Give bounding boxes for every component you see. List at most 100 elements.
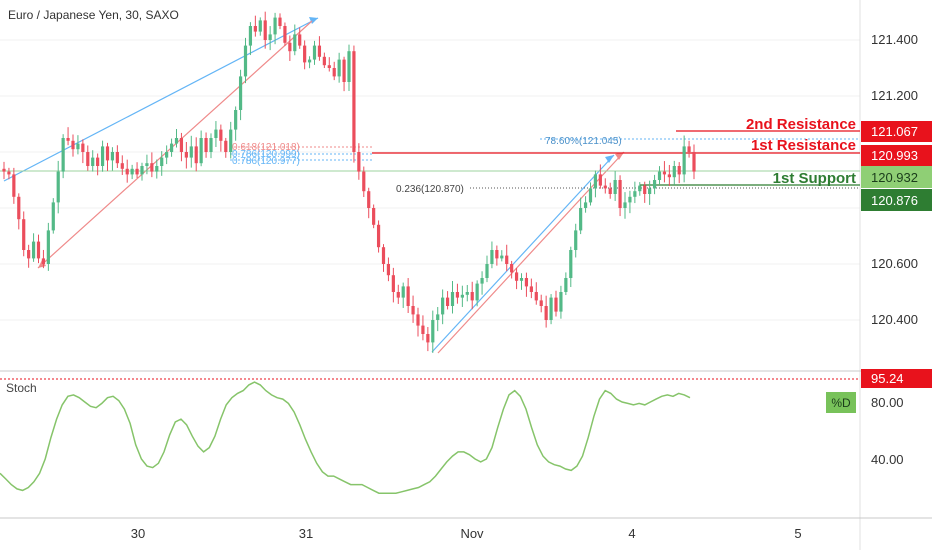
candle [554, 290, 558, 317]
candle-body [317, 45, 322, 57]
candle [189, 135, 193, 168]
candle-body [145, 163, 149, 166]
candle-body [209, 138, 213, 152]
fib-trend-line-right-blue[interactable] [431, 154, 615, 353]
candle-body [569, 250, 573, 278]
candle-body [248, 26, 253, 46]
candle-body [441, 297, 445, 315]
fib-trend-line-left-red[interactable] [37, 20, 313, 269]
candle-body [100, 146, 105, 166]
candle-body [505, 255, 509, 264]
candle [2, 161, 6, 180]
stoch-series-badge [826, 392, 856, 413]
candle [480, 271, 484, 295]
candle [56, 160, 60, 214]
second-resistance-badge [861, 121, 932, 142]
candle-body [648, 188, 652, 194]
candle [623, 192, 627, 219]
stoch-series-label: %D [831, 396, 851, 410]
candle [184, 141, 188, 169]
candle [401, 282, 405, 308]
candle-body [110, 152, 115, 161]
candle [514, 268, 519, 290]
candle [583, 196, 588, 213]
price-tick-2: 120.600 [871, 256, 918, 271]
candle [495, 245, 499, 266]
candle-body [199, 138, 203, 164]
candle [46, 222, 50, 271]
candle [519, 273, 524, 290]
last-price-value: 120.876 [871, 193, 918, 208]
first-resistance-badge [861, 145, 932, 166]
candle [229, 121, 233, 159]
candle-body [27, 250, 31, 259]
candle [160, 151, 164, 176]
stoch-tick-80: 80.00 [871, 395, 904, 410]
candle-body [179, 138, 184, 152]
candle-body [643, 185, 647, 194]
sr-levels[interactable]: 2nd Resistance 1st Resistance 1st Suppor… [0, 116, 860, 187]
candle [372, 204, 376, 229]
candle [559, 285, 563, 319]
candle [135, 162, 139, 178]
candle [588, 182, 593, 206]
candle-body [337, 59, 341, 77]
candle-body [56, 171, 60, 203]
candle [31, 233, 36, 262]
candle-body [376, 224, 381, 248]
candle-body [677, 166, 681, 175]
candle [682, 135, 686, 183]
candle-body [381, 247, 386, 264]
candle-body [312, 45, 317, 60]
candle-body [391, 275, 395, 292]
candle [238, 69, 243, 121]
candle-body [293, 34, 297, 52]
candle-body [263, 20, 267, 40]
candle [441, 289, 445, 325]
candle-body [662, 171, 667, 175]
candle [431, 310, 435, 353]
fib-trend-line-right-red[interactable] [437, 151, 625, 354]
candle-body [322, 56, 326, 66]
candle-body [165, 152, 169, 158]
candle [61, 134, 65, 179]
price-badges: 121.067 120.993 120.932 120.876 95.24 %D… [826, 121, 932, 467]
candle [667, 164, 671, 186]
stoch-tick-40: 40.00 [871, 452, 904, 467]
candle-body [258, 20, 262, 32]
candle-body [692, 152, 696, 172]
candle [36, 234, 41, 264]
candle [485, 255, 489, 283]
candle-body [372, 208, 376, 225]
candle [534, 282, 538, 305]
candle [278, 13, 282, 30]
candle-body [490, 250, 494, 264]
candle-body [184, 152, 188, 158]
candle [115, 145, 119, 168]
candle [273, 12, 277, 45]
candle-body [342, 59, 346, 82]
candle-body [135, 168, 139, 175]
candle-body [243, 45, 248, 77]
candle-body [91, 157, 95, 166]
symbol-title: Euro / Japanese Yen, 30, SAXO [8, 8, 179, 22]
candle [367, 187, 371, 219]
time-tick-4: 4 [628, 526, 635, 541]
candle [569, 246, 573, 288]
candle [450, 281, 455, 314]
first-support-price: 120.932 [871, 170, 918, 185]
time-tick-5: 5 [794, 526, 801, 541]
candle [332, 61, 336, 81]
candle [544, 295, 548, 328]
candle [303, 40, 307, 70]
candle [564, 272, 568, 296]
fib-label-786-left-bottom: 0.786(120.977) [232, 156, 300, 167]
candle-body [667, 174, 671, 178]
candle [539, 294, 543, 313]
candle [652, 174, 657, 195]
candle [150, 152, 154, 178]
candle [386, 257, 391, 282]
candle [672, 160, 676, 185]
candle-body [214, 129, 218, 138]
